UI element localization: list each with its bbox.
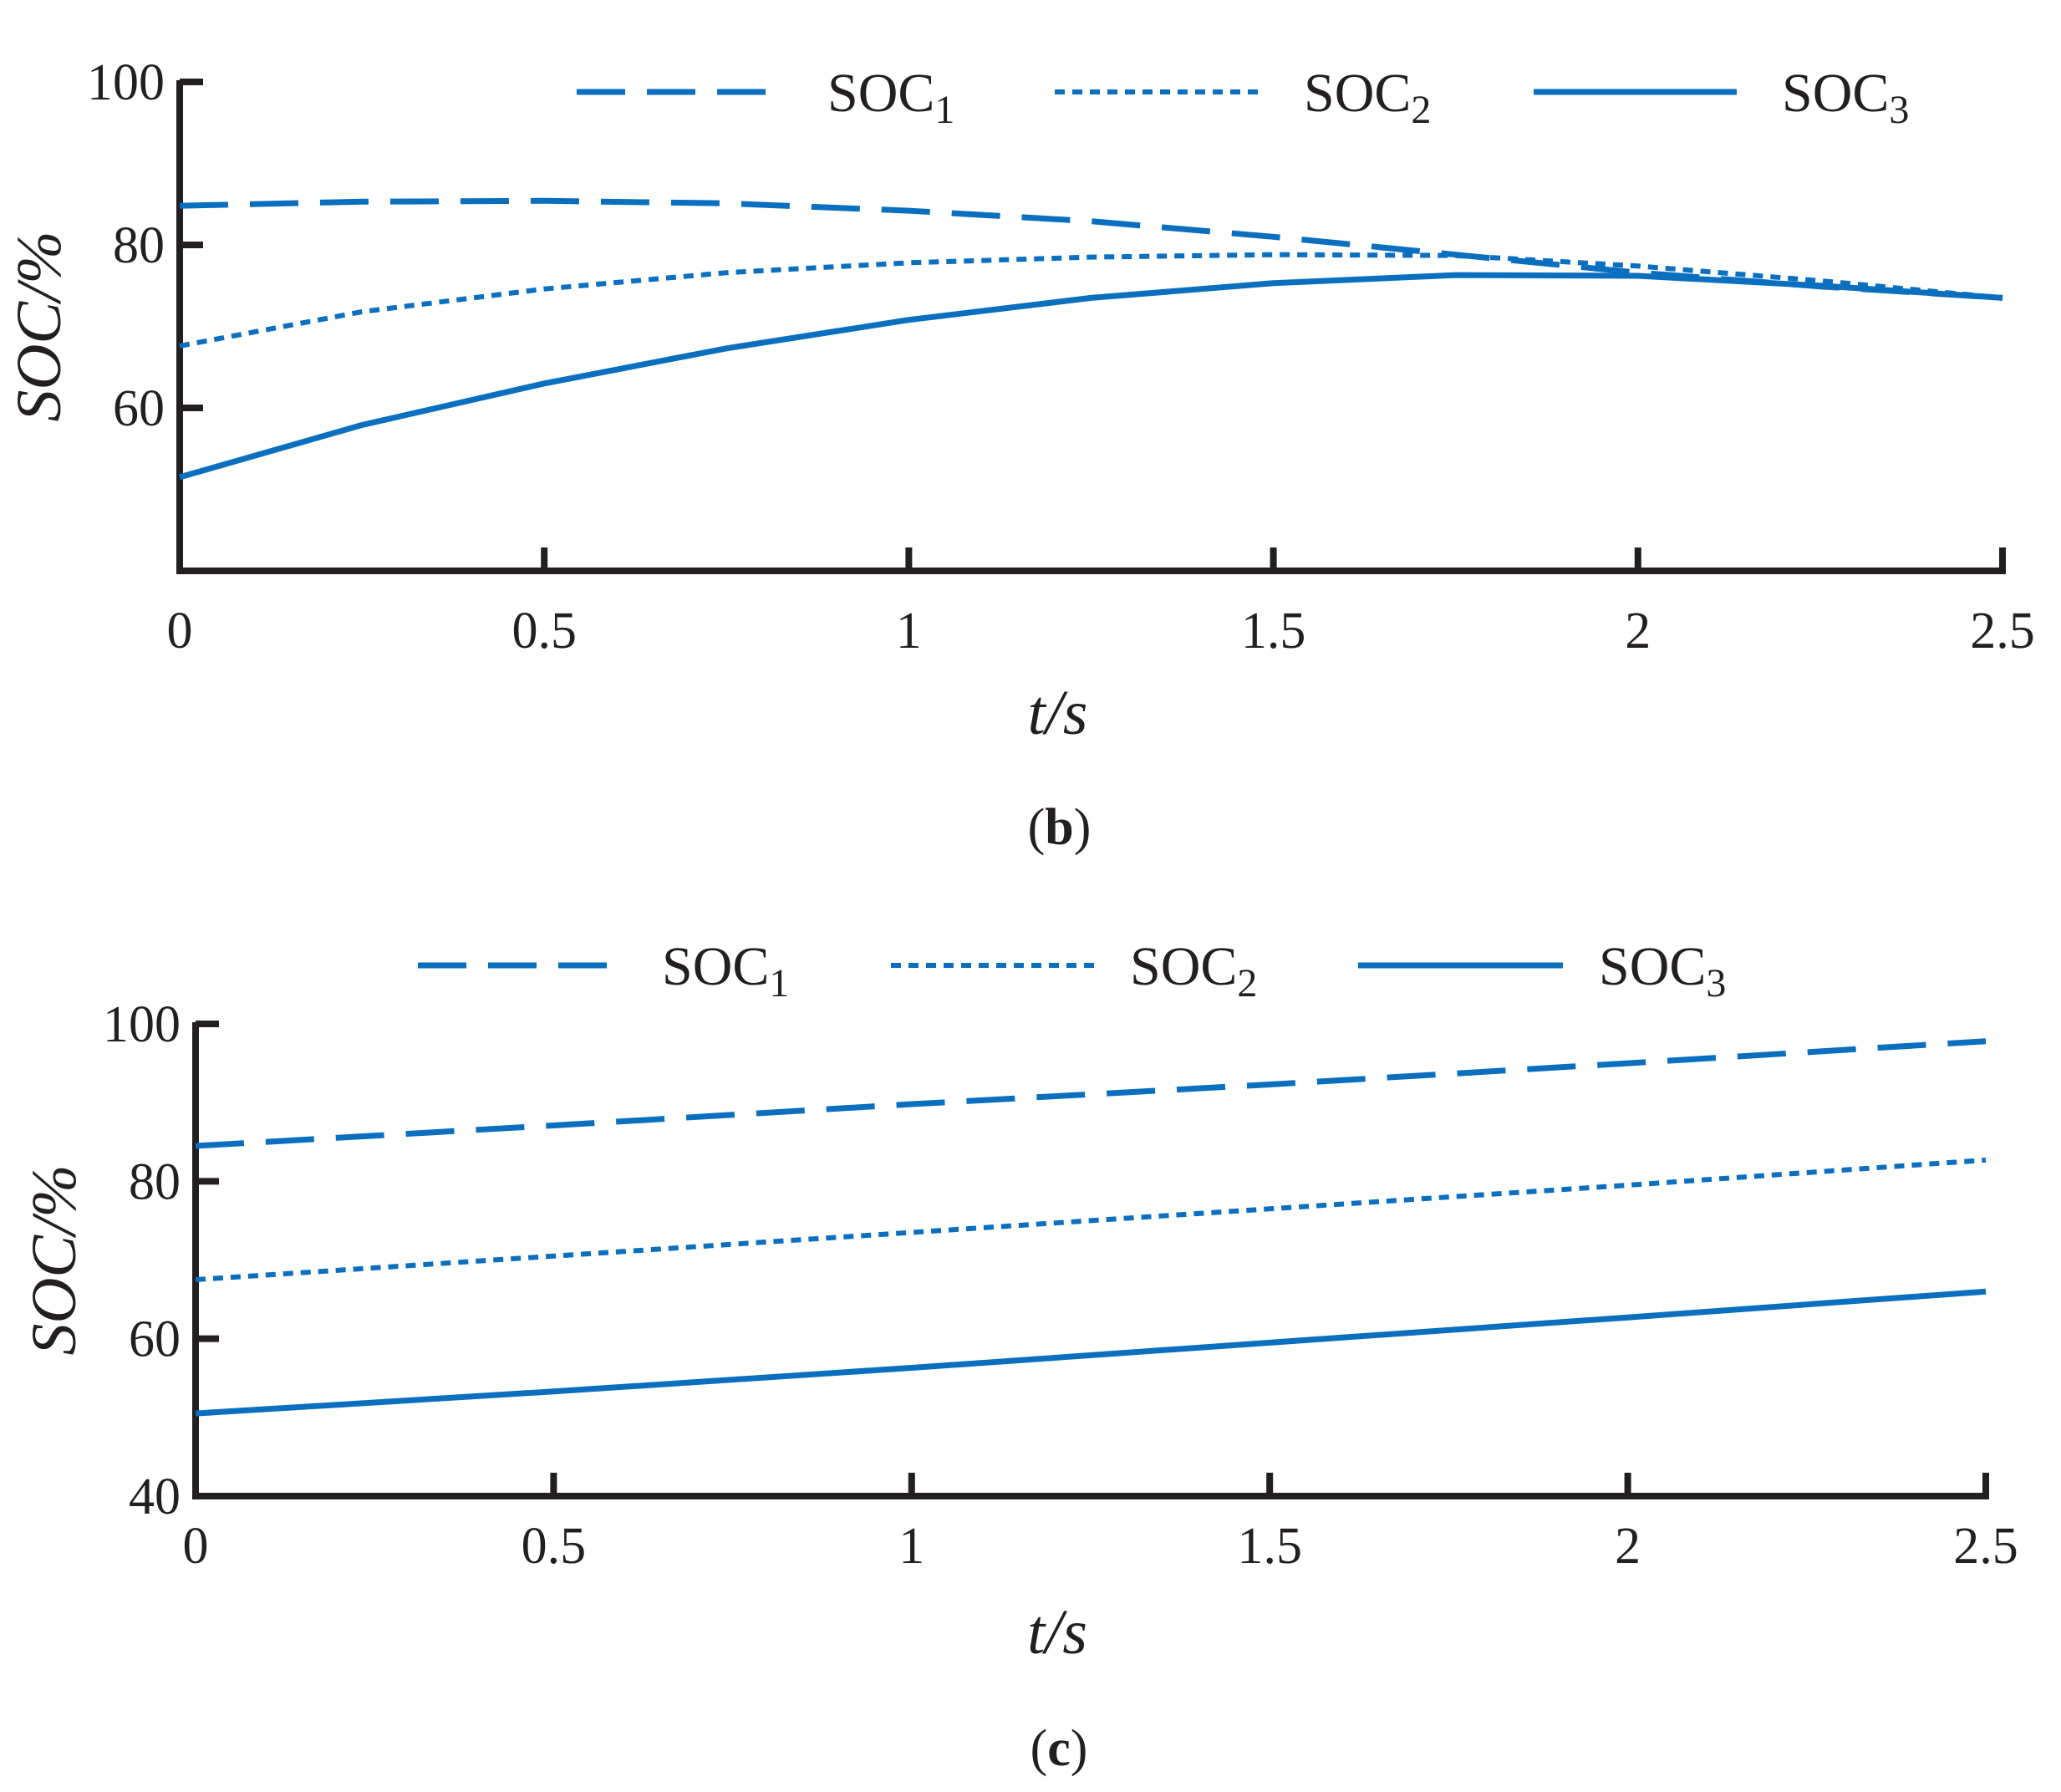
panel-b-series-soc3 bbox=[179, 272, 2003, 481]
panel-b-y-axis-label: SOC/% bbox=[4, 232, 74, 422]
panel-b-y-tick-label: 60 bbox=[113, 380, 165, 437]
panel-b-x-tick-label: 1 bbox=[896, 603, 922, 659]
panel-b-y-tick-label: 80 bbox=[113, 217, 165, 274]
panel-c-y-tick-label: 80 bbox=[129, 1153, 181, 1210]
panel-b-x-tick-label: 0.5 bbox=[511, 603, 577, 659]
panel-c-series-soc3 bbox=[195, 1288, 1987, 1417]
panel-b-x-axis-label: t/s bbox=[1028, 678, 1088, 748]
panel-b-x-tick-label: 1.5 bbox=[1241, 603, 1306, 659]
panel-c-label: (c) bbox=[1030, 1720, 1088, 1777]
legend-label-base: SOC bbox=[1304, 63, 1411, 124]
panel-c-x-tick-label: 1 bbox=[898, 1518, 924, 1575]
panel-c-y-axis-label: SOC/% bbox=[19, 1165, 89, 1356]
panel-c-series-soc1 bbox=[195, 1038, 1987, 1149]
panel-c-x-tick-label: 0 bbox=[183, 1518, 209, 1575]
panel-c-x-tick-label: 1.5 bbox=[1237, 1518, 1302, 1575]
panel-c-y-tick-label: 60 bbox=[129, 1311, 181, 1368]
panel-b-legend-label-soc3: SOC3 bbox=[1782, 63, 1909, 132]
panel-c-x-axis-label: t/s bbox=[1027, 1597, 1087, 1667]
panel-c-series-soc2 bbox=[195, 1157, 1987, 1282]
panel-b-legend-label-soc2: SOC2 bbox=[1304, 63, 1431, 132]
panel-b-y-tick-label: 100 bbox=[87, 54, 165, 111]
legend-label-subscript: 3 bbox=[1706, 961, 1726, 1005]
legend-label-subscript: 2 bbox=[1411, 88, 1431, 132]
legend-label-subscript: 2 bbox=[1237, 961, 1257, 1005]
panel-b-series-soc2 bbox=[179, 252, 2003, 349]
panel-c-legend-label-soc3: SOC3 bbox=[1599, 936, 1726, 1005]
panel-b-x-tick-label: 0 bbox=[167, 603, 193, 659]
panel-c-x-tick-label: 0.5 bbox=[522, 1518, 587, 1575]
panel-c-legend-label-soc1: SOC1 bbox=[662, 936, 789, 1005]
panel-c-x-tick-label: 2.5 bbox=[1953, 1518, 2018, 1575]
panel-b-x-tick-label: 2 bbox=[1625, 603, 1651, 659]
legend-label-base: SOC bbox=[1782, 63, 1889, 124]
legend-label-base: SOC bbox=[662, 936, 769, 997]
panel-b-x-tick-label: 2.5 bbox=[1970, 603, 2035, 659]
legend-label-base: SOC bbox=[1130, 936, 1237, 997]
legend-label-subscript: 3 bbox=[1889, 88, 1909, 132]
panel-c-y-tick-label: 100 bbox=[103, 996, 181, 1053]
legend-label-subscript: 1 bbox=[769, 961, 789, 1005]
panel-c-x-tick-label: 2 bbox=[1615, 1518, 1641, 1575]
panel-b-label: (b) bbox=[1028, 799, 1092, 856]
panel-b-legend-label-soc1: SOC1 bbox=[827, 63, 954, 132]
legend-label-base: SOC bbox=[1599, 936, 1706, 997]
panel-c-y-tick-label: 40 bbox=[129, 1469, 181, 1525]
legend-label-subscript: 1 bbox=[934, 88, 954, 132]
panel-c-legend-label-soc2: SOC2 bbox=[1130, 936, 1257, 1005]
legend-label-base: SOC bbox=[827, 63, 934, 124]
